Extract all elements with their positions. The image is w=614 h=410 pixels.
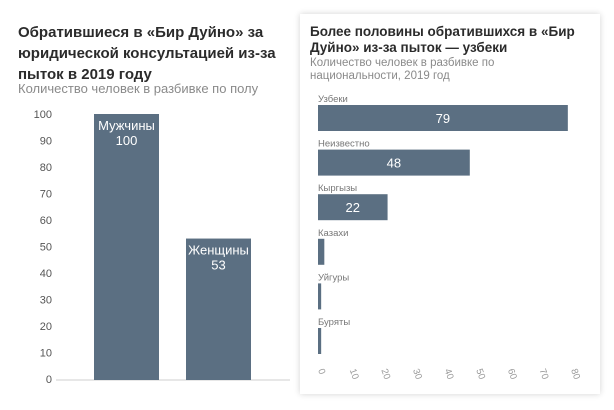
x-tick-label: 20: [378, 367, 392, 381]
y-tick-label: 70: [40, 189, 52, 201]
bar: [318, 105, 568, 131]
y-tick-label: 10: [40, 348, 52, 360]
category-label: Узбеки: [318, 94, 348, 105]
y-tick-label: 80: [40, 162, 52, 174]
bar-category-label: Мужчины: [98, 118, 155, 133]
y-tick-label: 90: [40, 136, 52, 148]
bar: [318, 328, 322, 354]
gender-chart-title: Обратившиеся в «Бир Дуйно» за юридическо…: [18, 24, 276, 83]
y-tick-label: 50: [40, 242, 52, 254]
gender-chart-plot: 0102030405060708090100Мужчины100Женщины5…: [34, 109, 290, 386]
y-tick-label: 0: [46, 374, 52, 386]
x-tick-label: 60: [505, 367, 519, 381]
x-tick-label: 80: [568, 367, 582, 381]
category-label: Уйгуры: [318, 272, 349, 283]
bar-value-label: 22: [346, 200, 360, 215]
bar-value-label: 53: [211, 258, 225, 273]
nationality-chart-plot: Узбеки 79 Неизвестно 48 Кыргызы 22 Казахи Уйгур…: [315, 94, 582, 381]
category-label: Казахи: [318, 228, 348, 239]
bar: [318, 194, 388, 221]
bar-value-label: 48: [387, 156, 401, 171]
x-tick-label: 10: [347, 367, 361, 381]
category-label: Неизвестно: [318, 139, 370, 150]
x-tick-label: 50: [473, 367, 487, 381]
y-tick-label: 30: [40, 295, 52, 307]
x-tick-label: 40: [442, 367, 456, 381]
x-tick-label: 30: [410, 367, 424, 381]
y-tick-label: 40: [40, 268, 52, 280]
category-label: Буряты: [318, 317, 350, 328]
bar: [94, 114, 159, 380]
bar: [318, 283, 322, 310]
bar: [318, 238, 325, 265]
nationality-chart-panel: Более половины обратившихся в «Бир Дуйно…: [300, 14, 600, 394]
gender-chart-subtitle: Количество человек в разбивке по полу: [18, 81, 259, 96]
y-tick-label: 20: [40, 321, 52, 333]
y-tick-label: 60: [40, 215, 52, 227]
bar-value-label: 100: [116, 133, 138, 148]
y-tick-label: 100: [34, 109, 52, 121]
nationality-chart-title: Более половины обратившихся в «Бир Дуйно…: [310, 24, 575, 55]
x-tick-label: 70: [537, 367, 551, 381]
x-tick-label: 0: [315, 367, 327, 376]
bar: [186, 238, 251, 380]
bar: [318, 149, 470, 176]
nationality-chart-subtitle: Количество человек в разбивке по национа…: [310, 57, 495, 82]
bar-value-label: 79: [436, 111, 450, 126]
gender-chart-panel: Обратившиеся в «Бир Дуйно» за юридическо…: [0, 0, 296, 410]
bar-category-label: Женщины: [188, 243, 249, 258]
category-label: Кыргызы: [318, 183, 357, 194]
